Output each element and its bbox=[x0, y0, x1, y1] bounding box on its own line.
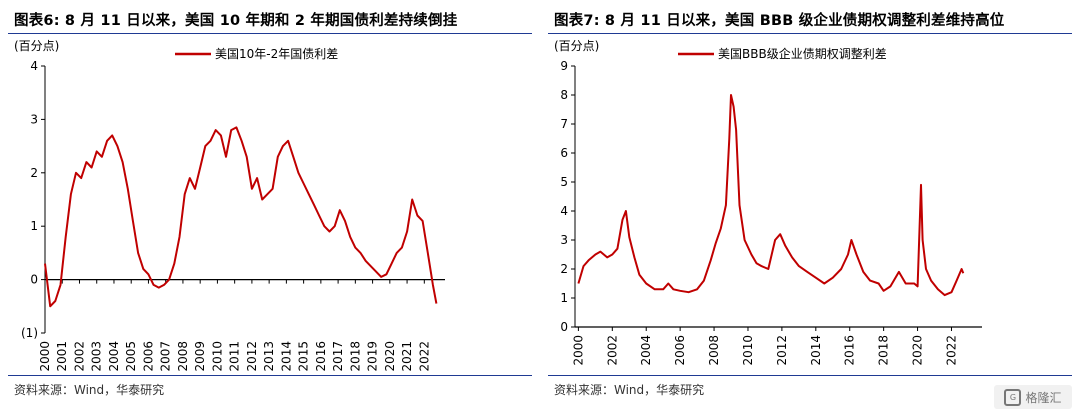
y-tick-label: 9 bbox=[560, 59, 568, 73]
x-tick-label: 2010 bbox=[210, 341, 224, 372]
y-tick-label: 0 bbox=[560, 320, 568, 334]
y-tick-label: 4 bbox=[560, 204, 568, 218]
y-unit-label: (百分点) bbox=[14, 39, 59, 53]
x-tick-label: 2000 bbox=[571, 335, 585, 366]
figure-title: 图表7: 8 月 11 日以来，美国 BBB 级企业债期权调整利差维持高位 bbox=[554, 13, 1005, 29]
y-tick-label: 5 bbox=[560, 175, 568, 189]
y-tick-label: 1 bbox=[560, 291, 568, 305]
x-tick-label: 2018 bbox=[877, 335, 891, 366]
x-tick-label: 2008 bbox=[707, 335, 721, 366]
x-tick-label: 2010 bbox=[741, 335, 755, 366]
legend-label: 美国BBB级企业债期权调整利差 bbox=[718, 46, 887, 61]
spread-chart-10y-2y: (百分点) 美国10年-2年国债利差 (1) 0 1 2 3 4 2000 2001 2002 200… bbox=[14, 39, 445, 372]
y-tick-label: 3 bbox=[560, 233, 568, 247]
x-tick-label: 2004 bbox=[639, 335, 653, 366]
y-unit-label: (百分点) bbox=[554, 39, 599, 53]
y-tick-label: 8 bbox=[560, 88, 568, 102]
x-tick-label: 2014 bbox=[809, 335, 823, 366]
x-tick-label: 2004 bbox=[107, 341, 121, 372]
x-tick-label: 2000 bbox=[38, 341, 52, 372]
series-line bbox=[577, 94, 965, 297]
series-line bbox=[44, 126, 438, 308]
x-tick-label: 2007 bbox=[159, 341, 173, 372]
legend-label: 美国10年-2年国债利差 bbox=[215, 47, 338, 61]
x-tick-label: 2002 bbox=[605, 335, 619, 366]
x-tick-label: 2022 bbox=[417, 341, 431, 372]
title-rule bbox=[548, 33, 1072, 34]
x-tick-label: 2013 bbox=[262, 341, 276, 372]
watermark-logo: G 格隆汇 bbox=[994, 385, 1072, 409]
x-tick-label: 2009 bbox=[193, 341, 207, 372]
y-tick-label: 1 bbox=[30, 219, 38, 233]
y-tick-label: 4 bbox=[30, 59, 38, 73]
x-tick-label: 2006 bbox=[673, 335, 687, 366]
y-tick-label: 6 bbox=[560, 146, 568, 160]
x-tick-label: 2002 bbox=[72, 341, 86, 372]
x-tick-label: 2014 bbox=[279, 341, 293, 372]
x-tick-label: 2022 bbox=[944, 335, 958, 366]
y-tick-label: 2 bbox=[560, 262, 568, 276]
y-tick-label: 3 bbox=[30, 112, 38, 126]
y-tick-label: 0 bbox=[30, 273, 38, 287]
figure-title: 图表6: 8 月 11 日以来，美国 10 年期和 2 年期国债利差持续倒挂 bbox=[14, 13, 458, 29]
x-tick-label: 2012 bbox=[775, 335, 789, 366]
x-tick-label: 2005 bbox=[124, 341, 138, 372]
x-tick-label: 2012 bbox=[245, 341, 259, 372]
x-tick-label: 2021 bbox=[400, 341, 414, 372]
watermark-text: 格隆汇 bbox=[1025, 390, 1062, 405]
x-tick-label: 2011 bbox=[228, 341, 242, 372]
source-note: 资料来源：Wind，华泰研究 bbox=[14, 383, 165, 397]
figure-6: 图表6: 8 月 11 日以来，美国 10 年期和 2 年期国债利差持续倒挂 (… bbox=[8, 13, 532, 397]
y-tick-label: 2 bbox=[30, 166, 38, 180]
x-tick-label: 2020 bbox=[383, 341, 397, 372]
x-tick-label: 2017 bbox=[331, 341, 345, 372]
title-rule bbox=[8, 33, 532, 34]
x-tick-label: 2016 bbox=[843, 335, 857, 366]
watermark-icon: G bbox=[1004, 388, 1022, 406]
x-tick-label: 2019 bbox=[366, 341, 380, 372]
x-tick-label: 2006 bbox=[141, 341, 155, 372]
source-rule bbox=[8, 375, 532, 376]
y-tick-label: (1) bbox=[21, 326, 38, 340]
x-tick-label: 2016 bbox=[314, 341, 328, 372]
x-tick-label: 2008 bbox=[176, 341, 190, 372]
source-note: 资料来源：Wind，华泰研究 bbox=[554, 383, 705, 397]
y-tick-label: 7 bbox=[560, 117, 568, 131]
x-tick-label: 2001 bbox=[55, 341, 69, 372]
figure-7: 图表7: 8 月 11 日以来，美国 BBB 级企业债期权调整利差维持高位 (百… bbox=[540, 0, 1080, 411]
x-tick-label: 2015 bbox=[297, 341, 311, 372]
bbb-oas-chart: (百分点) 美国BBB级企业债期权调整利差 0 1 2 3 4 5 6 7 8 9 2000 2002 20… bbox=[554, 39, 982, 366]
source-rule bbox=[548, 375, 1072, 376]
x-tick-label: 2018 bbox=[348, 341, 362, 372]
x-tick-label: 2020 bbox=[911, 335, 925, 366]
x-tick-label: 2003 bbox=[90, 341, 104, 372]
